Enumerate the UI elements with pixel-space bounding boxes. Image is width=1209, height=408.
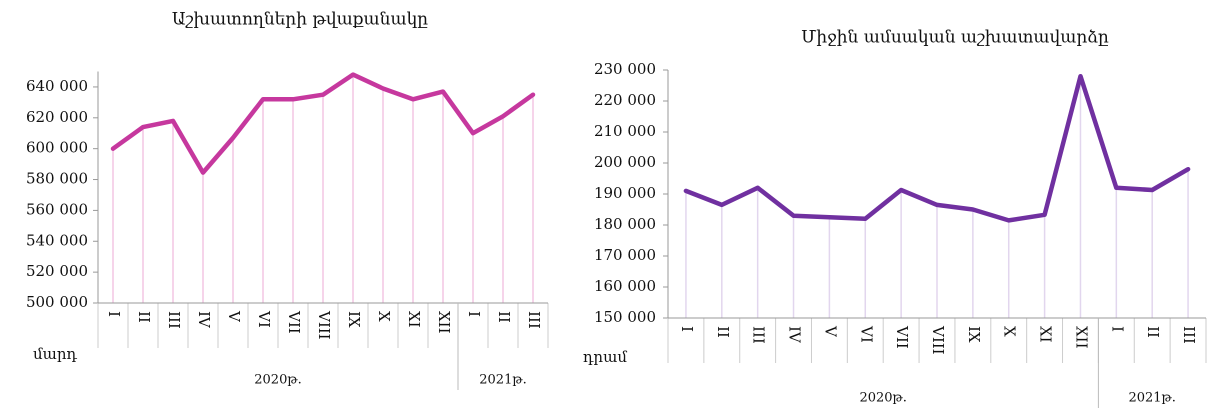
y-tick-label: 540 000 (26, 231, 88, 249)
x-tick-label: IV (195, 311, 213, 329)
group-label: 2021թ. (1128, 391, 1176, 406)
y-tick-label: 180 000 (594, 215, 656, 233)
x-tick-label: VIII (315, 310, 333, 340)
unit-label: մարդ (33, 345, 78, 363)
chart-title: Աշխատողների թվաքանակը (172, 10, 428, 30)
x-tick-label: III (525, 311, 543, 329)
y-tick-label: 230 000 (594, 60, 656, 78)
x-tick-label: VI (857, 325, 875, 343)
group-label: 2021թ. (479, 373, 527, 388)
y-tick-label: 210 000 (594, 122, 656, 140)
x-tick-label: VI (255, 310, 273, 328)
x-tick-label: IX (965, 326, 983, 343)
x-tick-label: XII (1072, 326, 1090, 349)
y-tick-label: 500 000 (26, 293, 88, 311)
group-label: 2020թ. (254, 373, 302, 388)
y-tick-label: 600 000 (26, 139, 88, 157)
x-tick-label: II (495, 311, 513, 323)
x-tick-label: III (750, 326, 768, 344)
y-tick-label: 200 000 (594, 153, 656, 171)
x-tick-label: I (678, 326, 696, 332)
y-tick-label: 190 000 (594, 184, 656, 202)
x-tick-label: V (225, 310, 243, 323)
x-tick-label: XI (1037, 326, 1055, 343)
y-tick-label: 520 000 (26, 262, 88, 280)
x-tick-label: II (1144, 326, 1162, 338)
y-tick-label: 170 000 (594, 246, 656, 264)
x-tick-label: II (135, 311, 153, 323)
x-tick-label: V (821, 325, 839, 338)
x-tick-label: X (375, 311, 393, 322)
y-tick-label: 150 000 (594, 308, 656, 326)
group-label: 2020թ. (859, 391, 907, 406)
y-tick-label: 220 000 (594, 91, 656, 109)
y-tick-label: 580 000 (26, 170, 88, 188)
y-tick-label: 160 000 (594, 277, 656, 295)
data-line (110, 72, 536, 175)
x-tick-label: VII (285, 310, 303, 334)
x-tick-label: III (165, 311, 183, 329)
x-tick-label: II (714, 326, 732, 338)
x-tick-label: X (1001, 326, 1019, 337)
data-line (683, 73, 1191, 223)
x-tick-label: VII (893, 325, 911, 349)
y-tick-label: 620 000 (26, 108, 88, 126)
y-tick-label: 560 000 (26, 200, 88, 218)
chart-title: Միջին ամսական աշխատավարձը (801, 28, 1109, 48)
x-tick-label: I (465, 311, 483, 317)
x-tick-label: XII (435, 311, 453, 334)
unit-label: դրամ (583, 348, 627, 366)
x-tick-label: III (1180, 326, 1198, 344)
x-tick-label: IX (345, 311, 363, 328)
x-tick-label: I (105, 311, 123, 317)
x-tick-label: VIII (929, 325, 947, 355)
x-tick-label: I (1108, 326, 1126, 332)
y-tick-label: 640 000 (26, 77, 88, 95)
x-tick-label: XI (405, 311, 423, 328)
x-tick-label: IV (786, 326, 804, 344)
